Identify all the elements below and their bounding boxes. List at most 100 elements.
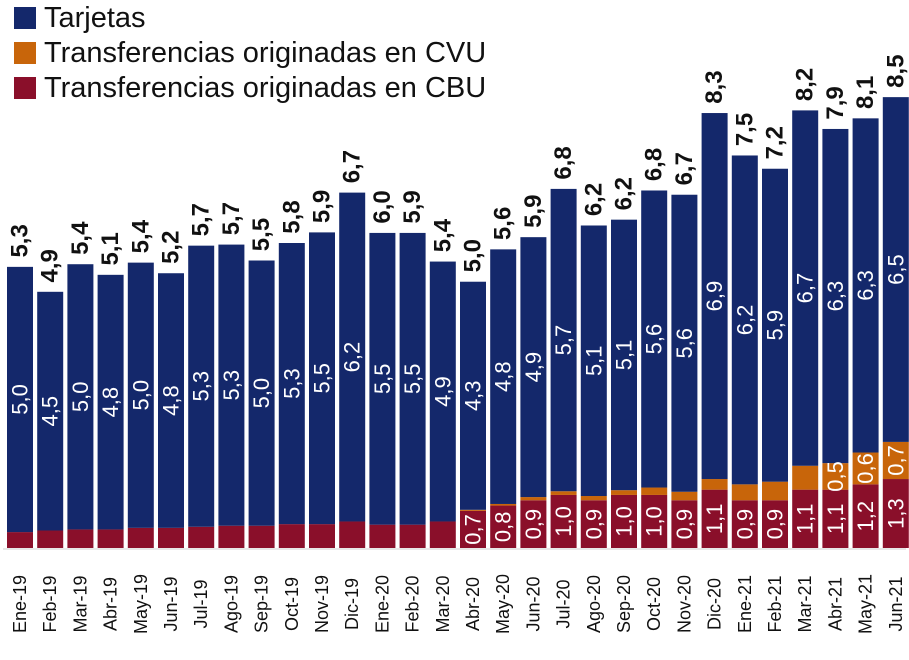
x-tick-label-nov-20: Nov-20 [674,575,694,633]
total-label-mar-20: 5,4 [429,218,456,252]
bar-segment-transferencias-originadas-en-cvu-ene-21 [731,484,758,501]
segment-label-transferencias-originadas-en-cbu-feb-21: 0,9 [763,509,788,540]
segment-label-tarjetas-ene-19: 5,0 [8,384,33,415]
bar-segment-tarjetas-jun-21 [882,97,909,442]
segment-label-transferencias-originadas-en-cbu-may-20: 0,8 [491,511,516,542]
segment-label-transferencias-originadas-en-cbu-jun-21: 1,3 [883,498,908,529]
segment-label-transferencias-originadas-en-cbu-jun-20: 0,9 [521,509,546,540]
total-label-may-19: 5,4 [127,219,154,253]
bar-segment-tarjetas-may-19 [127,262,154,528]
total-label-ene-19: 5,3 [7,224,34,257]
legend-swatch-cbu [14,77,36,99]
bar-segment-tarjetas-ago-20 [580,225,607,497]
segment-label-tarjetas-ago-20: 5,1 [581,345,606,376]
segment-label-transferencias-originadas-en-cbu-ago-20: 0,9 [581,509,606,540]
legend-item-cbu: Transferencias originadas en CBU [14,72,486,104]
total-label-jul-20: 6,8 [550,146,577,179]
x-tick-label-jul-20: Jul-20 [554,579,574,628]
legend-label-cvu: Transferencias originadas en CVU [44,36,487,69]
x-tick-label-abr-19: Abr-19 [101,577,121,631]
bar-segment-tarjetas-may-20 [490,249,517,504]
bar-segment-transferencias-originadas-en-cvu-oct-20 [641,487,668,495]
bar-segment-transferencias-originadas-en-cbu-nov-20 [671,500,698,548]
total-label-jun-21: 8,5 [882,54,909,87]
bar-segment-tarjetas-mar-20 [429,261,456,522]
segment-label-tarjetas-mar-19: 5,0 [68,382,93,413]
segment-label-transferencias-originadas-en-cvu-may-21: 0,6 [853,453,878,484]
bar-segment-tarjetas-ene-21 [731,155,758,485]
x-tick-label-oct-19: Oct-19 [282,577,302,631]
bar-segment-transferencias-originadas-en-cvu-jun-20 [520,497,547,501]
segment-label-tarjetas-may-21: 6,3 [853,270,878,301]
total-label-ene-21: 7,5 [731,113,758,146]
total-label-may-21: 8,1 [852,76,879,109]
segment-label-transferencias-originadas-en-cbu-abr-21: 1,1 [823,504,848,535]
segment-label-tarjetas-sep-19: 5,0 [249,378,274,409]
total-label-dic-20: 8,3 [701,70,728,103]
bar-segment-tarjetas-abr-21 [822,128,849,464]
segment-label-tarjetas-nov-20: 5,6 [672,328,697,359]
total-label-jul-19: 5,7 [188,203,215,236]
bar-segment-transferencias-originadas-en-cvu-may-20 [490,503,517,506]
x-tick-label-dic-20: Dic-20 [705,578,725,630]
bar-segment-transferencias-originadas-en-cbu-nov-19 [309,524,335,548]
segment-label-tarjetas-jul-20: 5,7 [551,325,576,356]
bar-segment-transferencias-originadas-en-cvu-ago-20 [580,496,607,501]
x-tick-label-abr-21: Abr-21 [825,577,845,631]
segment-label-tarjetas-abr-19: 4,8 [98,387,123,418]
x-tick-label-abr-20: Abr-20 [463,577,483,631]
segment-label-transferencias-originadas-en-cbu-oct-20: 1,0 [642,506,667,537]
bar-segment-tarjetas-jul-20 [550,188,577,492]
x-tick-label-jun-20: Jun-20 [523,576,543,631]
bar-segment-transferencias-originadas-en-cbu-ene-19 [7,532,33,548]
bar-segment-tarjetas-feb-20 [399,232,426,525]
bar-segment-transferencias-originadas-en-cvu-abr-20 [460,509,486,511]
bar-segment-transferencias-originadas-en-cvu-feb-21 [762,481,788,501]
segment-label-tarjetas-may-20: 4,8 [491,361,516,392]
bar-segment-tarjetas-nov-19 [309,232,335,525]
segment-label-tarjetas-feb-21: 5,9 [763,310,788,341]
bar-segment-transferencias-originadas-en-cvu-sep-20 [611,490,637,495]
bar-segment-transferencias-originadas-en-cbu-jun-19 [158,527,184,548]
segment-label-tarjetas-mar-21: 6,7 [793,273,818,304]
x-tick-label-may-20: May-20 [493,574,513,634]
bar-segment-transferencias-originadas-en-cbu-ago-19 [218,525,245,548]
bar-segment-tarjetas-mar-19 [67,264,94,530]
total-label-ene-20: 6,0 [369,190,396,223]
legend-item-cvu: Transferencias originadas en CVU [14,37,486,69]
total-label-nov-20: 6,7 [671,152,698,185]
x-tick-label-ene-20: Ene-20 [372,575,392,633]
segment-label-transferencias-originadas-en-cbu-abr-20: 0,7 [461,514,486,545]
bar-segment-transferencias-originadas-en-cbu-ago-20 [580,500,607,548]
bar-segment-transferencias-originadas-en-cvu-may-21 [852,452,879,485]
legend-label-tarjetas: Tarjetas [44,1,146,34]
segment-label-transferencias-originadas-en-cbu-dic-20: 1,1 [702,504,727,535]
bar-segment-tarjetas-ene-20 [369,232,396,525]
bar-segment-tarjetas-ago-19 [218,244,245,526]
bar-segment-transferencias-originadas-en-cbu-ene-20 [369,524,396,548]
bar-segment-transferencias-originadas-en-cbu-abr-21 [822,489,849,548]
bar-segment-transferencias-originadas-en-cbu-mar-20 [429,521,456,548]
segment-label-transferencias-originadas-en-cbu-jul-20: 1,0 [551,506,576,537]
total-label-ago-19: 5,7 [218,202,245,235]
bar-segment-tarjetas-feb-19 [37,291,64,531]
bar-segment-transferencias-originadas-en-cbu-mar-19 [67,529,94,548]
bar-segment-transferencias-originadas-en-cbu-sep-20 [611,494,637,548]
bar-segment-transferencias-originadas-en-cbu-abr-20 [460,510,486,548]
x-tick-label-nov-19: Nov-19 [312,575,332,633]
x-tick-label-jun-21: Jun-21 [886,576,906,631]
legend-label-cbu: Transferencias originadas en CBU [44,71,487,104]
bar-segment-tarjetas-ene-19 [7,266,33,533]
segment-label-tarjetas-nov-19: 5,5 [310,363,335,394]
bar-segment-tarjetas-sep-20 [611,219,637,491]
segment-label-tarjetas-abr-20: 4,3 [461,380,486,411]
total-label-oct-20: 6,8 [641,148,668,181]
bar-segment-transferencias-originadas-en-cbu-sep-19 [248,525,275,548]
total-label-feb-20: 5,9 [399,190,426,223]
labels-layer: 5,05,34,54,95,05,44,85,15,05,44,85,25,35… [7,54,909,544]
segment-label-tarjetas-feb-20: 5,5 [400,363,425,394]
bar-segment-transferencias-originadas-en-cbu-may-19 [127,527,154,548]
bar-segment-transferencias-originadas-en-cbu-mar-21 [792,489,819,548]
total-label-oct-19: 5,8 [278,200,305,233]
